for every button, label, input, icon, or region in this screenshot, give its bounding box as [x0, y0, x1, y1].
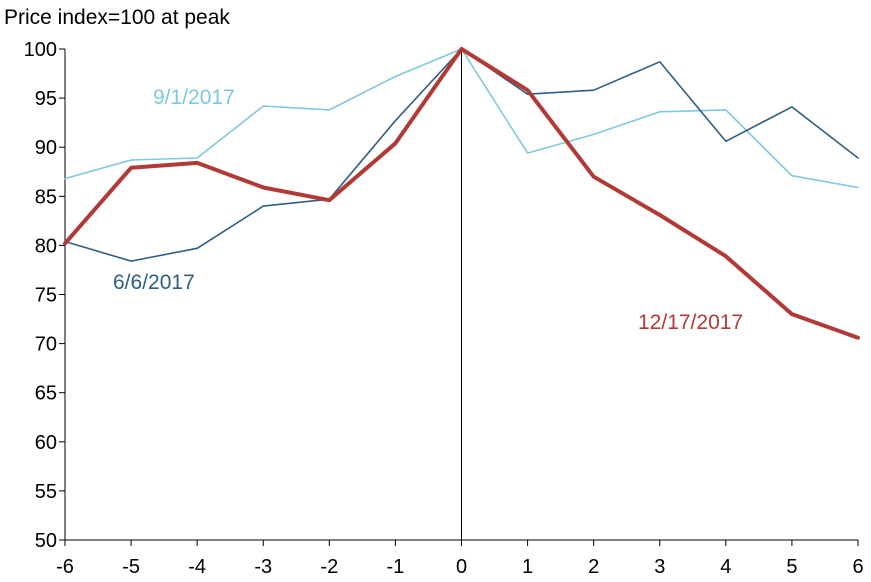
y-tick-label: 100 [24, 39, 57, 61]
series-labels: 9/1/2017 6/6/2017 12/17/2017 [113, 86, 743, 334]
series-label-9-1-2017: 9/1/2017 [153, 86, 235, 109]
series-lines [63, 47, 860, 340]
x-tick-label: 5 [786, 556, 797, 578]
y-tick-label: 65 [35, 383, 57, 405]
x-tick-label: 6 [852, 556, 863, 578]
series-label-12-17-2017: 12/17/2017 [638, 311, 743, 334]
x-tick-label: -1 [387, 556, 405, 578]
x-tick-label: -2 [320, 556, 338, 578]
y-tick-label: 75 [35, 285, 57, 307]
series-line-12-17-2017 [63, 47, 860, 340]
y-tick-label: 90 [35, 137, 57, 159]
x-tick-label: -4 [188, 556, 206, 578]
x-tick-label: 2 [588, 556, 599, 578]
y-tick-label: 55 [35, 481, 57, 503]
x-tick-label: 0 [456, 556, 467, 578]
x-tick-label: 1 [522, 556, 533, 578]
y-tick-label: 50 [35, 530, 57, 552]
y-tick-label: 60 [35, 432, 57, 454]
y-tick-label: 80 [35, 235, 57, 257]
x-tick-label: 3 [654, 556, 665, 578]
y-tick-label: 95 [35, 88, 57, 110]
y-tick-label: 85 [35, 186, 57, 208]
x-tick-label: -6 [56, 556, 74, 578]
series-label-6-6-2017: 6/6/2017 [113, 271, 195, 294]
x-tick-label: -5 [122, 556, 140, 578]
x-tick-label: 4 [720, 556, 731, 578]
x-tick-label: -3 [254, 556, 272, 578]
y-tick-label: 70 [35, 334, 57, 356]
y-axis-title: Price index=100 at peak [4, 6, 230, 29]
